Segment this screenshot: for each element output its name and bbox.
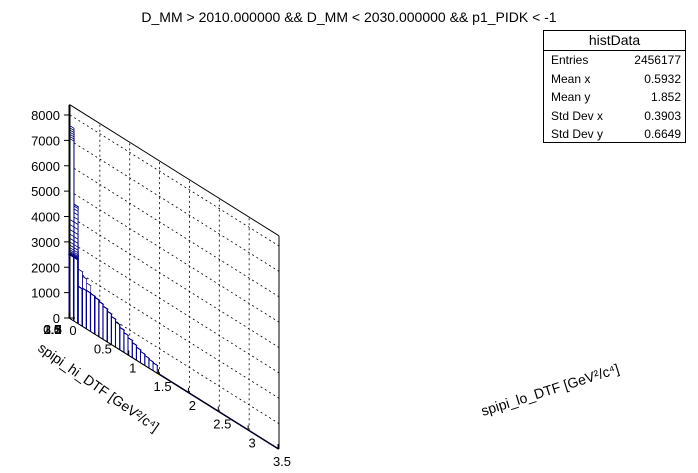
grid-line — [69, 140, 280, 272]
grid-line — [69, 266, 280, 399]
tick-labels: 01000200030004000500060007000800000.511.… — [31, 108, 291, 469]
z-tick-label: 6000 — [31, 159, 60, 174]
histogram-bin — [68, 237, 75, 241]
z-tick-label: 2000 — [31, 260, 60, 275]
stats-row-entries: Entries 2456177 — [551, 53, 681, 67]
stats-row-stddev-y: Std Dev y 0.6649 — [551, 127, 681, 141]
axis-line — [68, 317, 279, 450]
y-tick-label: 3.5 — [44, 322, 62, 337]
frame-edge — [69, 104, 280, 237]
x-tick-label: 3.5 — [273, 454, 291, 469]
y-tick-label: 1.5 — [43, 322, 61, 337]
x-tick-label: 0.5 — [94, 342, 112, 357]
z-tick-label: 7000 — [31, 133, 60, 148]
x-tick-label: 2.5 — [213, 417, 231, 432]
grid-line — [69, 165, 280, 298]
stats-row-stddev-x: Std Dev x 0.3903 — [551, 108, 681, 123]
x-tick-label: 1.5 — [154, 379, 172, 394]
stats-row-mean-y: Mean y 1.852 — [551, 90, 681, 104]
stats-row-mean-x: Mean x 0.5932 — [551, 71, 681, 86]
z-tick-label: 1000 — [31, 286, 60, 301]
stats-title: histData — [544, 31, 685, 51]
y-tick-label: 0 — [54, 322, 61, 337]
y-tick-label: 2 — [54, 322, 61, 337]
y-tick-label: 3 — [55, 322, 62, 337]
y-tick-label: 0.5 — [43, 322, 61, 337]
grid-line — [69, 216, 280, 348]
plot-title: D_MM > 2010.000000 && D_MM < 2030.000000… — [141, 9, 556, 25]
histogram-bars — [68, 125, 280, 450]
y-tick-label: 1 — [54, 322, 61, 337]
z-tick-label: 5000 — [31, 184, 60, 199]
grid-line — [69, 190, 280, 323]
x-axis-label: spipi_lo_DTF [GeV²/c⁴] — [479, 360, 621, 418]
z-tick-label: 3000 — [31, 235, 60, 250]
z-tick-label: 0 — [53, 311, 60, 326]
z-tick-label: 4000 — [31, 210, 60, 225]
z-tick-label: 8000 — [31, 108, 60, 123]
grid-line — [69, 114, 280, 247]
stats-box: histData Entries 2456177 Mean x 0.5932 Mea… — [543, 30, 686, 143]
x-tick-label: 0 — [69, 323, 76, 338]
grid-line — [69, 241, 280, 374]
x-tick-label: 2 — [189, 398, 196, 413]
x-tick-label: 1 — [129, 360, 136, 375]
y-tick-label: 2.5 — [44, 322, 62, 337]
plot-axes — [64, 104, 279, 450]
x-tick-label: 3 — [249, 435, 256, 450]
